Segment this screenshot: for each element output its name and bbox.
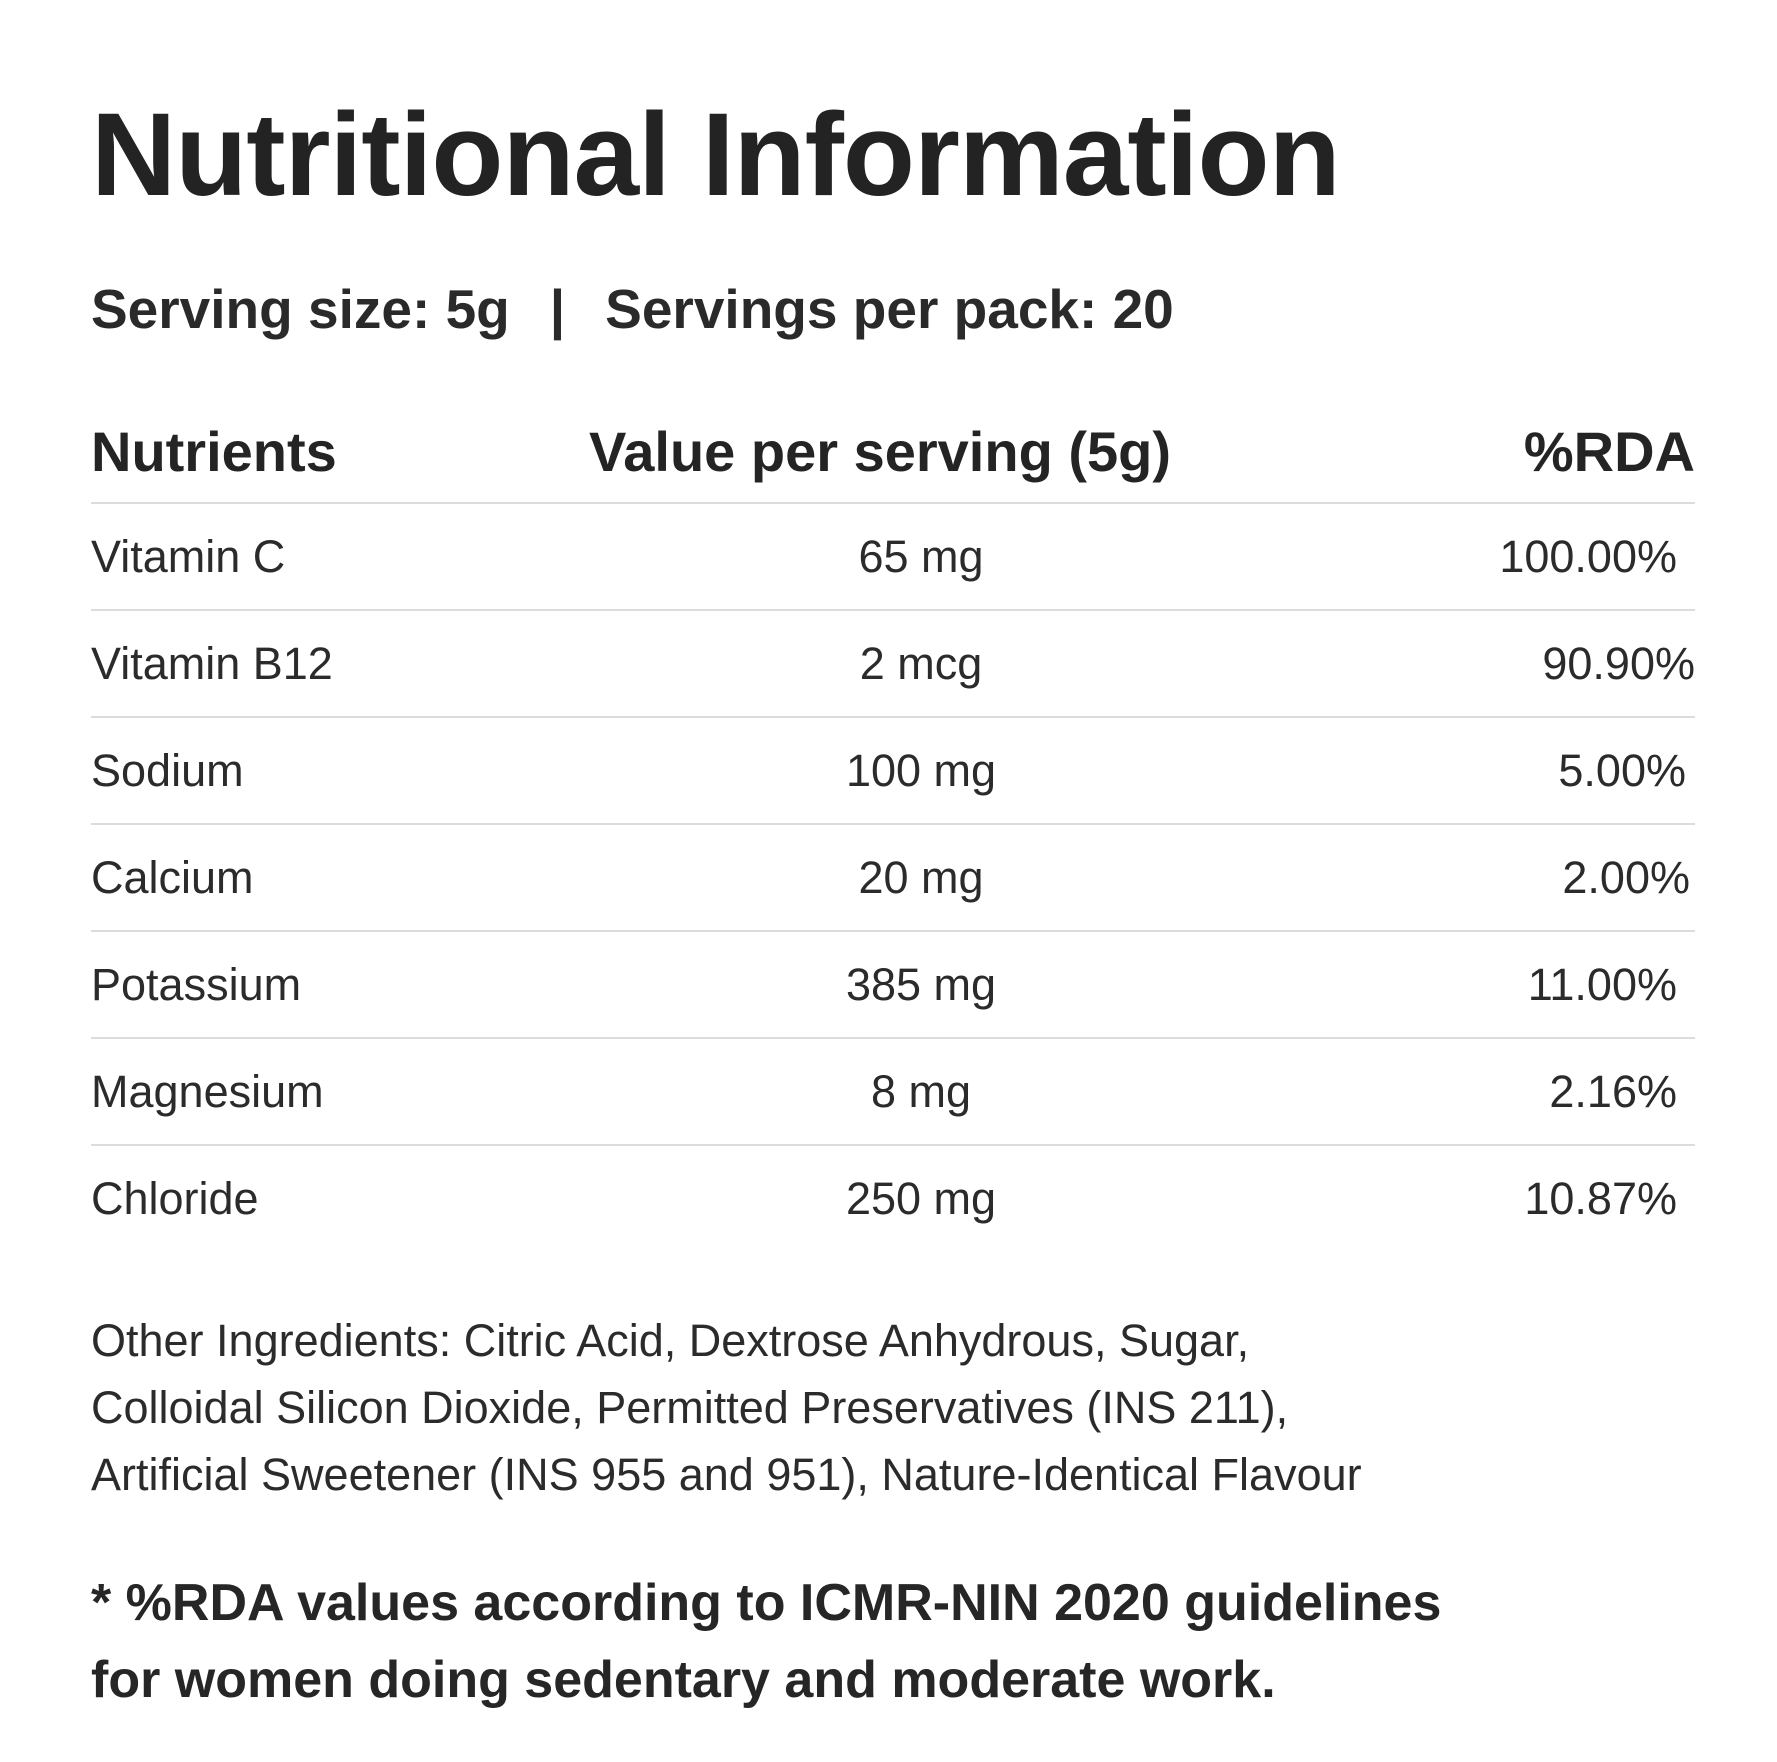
servings-per-pack: Servings per pack: 20	[605, 278, 1174, 340]
nutrient-value: 100 mg	[845, 745, 997, 796]
table-header: Nutrients Value per serving (5g) %RDA	[91, 410, 1695, 504]
nutrient-name: Potassium	[91, 959, 302, 1010]
table-row: Vitamin C 65 mg 100.00%	[91, 504, 1695, 611]
table-row: Calcium 20 mg 2.00%	[91, 825, 1695, 932]
nutrition-table: Nutrients Value per serving (5g) %RDA Vi…	[91, 410, 1695, 1253]
page-title: Nutritional Information	[91, 89, 1341, 221]
nutrient-value: 8 mg	[870, 1066, 972, 1117]
nutrient-rda: 100.00%	[1499, 531, 1677, 582]
nutrient-value: 250 mg	[845, 1173, 997, 1224]
table-row: Magnesium 8 mg 2.16%	[91, 1039, 1695, 1146]
nutrient-name: Magnesium	[91, 1066, 324, 1117]
serving-info: Serving size: 5g | Servings per pack: 20	[91, 282, 1174, 337]
other-ingredients: Other Ingredients: Citric Acid, Dextrose…	[91, 1307, 1651, 1508]
nutrient-rda: 10.87%	[1524, 1173, 1677, 1224]
table-row: Potassium 385 mg 11.00%	[91, 932, 1695, 1039]
header-nutrients: Nutrients	[91, 420, 337, 483]
nutrient-rda: 5.00%	[1558, 745, 1686, 796]
table-row: Chloride 250 mg 10.87%	[91, 1146, 1695, 1253]
nutrient-rda: 2.00%	[1562, 852, 1690, 903]
table-row: Sodium 100 mg 5.00%	[91, 718, 1695, 825]
table-row: Vitamin B12 2 mcg 90.90%	[91, 611, 1695, 718]
nutrient-rda: 2.16%	[1549, 1066, 1677, 1117]
nutrient-name: Calcium	[91, 852, 254, 903]
nutrient-name: Sodium	[91, 745, 244, 796]
nutrition-panel: Nutritional Information Serving size: 5g…	[91, 0, 1695, 1762]
serving-size: Serving size: 5g	[91, 278, 510, 340]
nutrient-value: 2 mcg	[859, 638, 983, 689]
footnote-line: * %RDA values according to ICMR-NIN 2020…	[91, 1574, 1442, 1632]
nutrient-rda: 90.90%	[1542, 638, 1695, 689]
rda-footnote: * %RDA values according to ICMR-NIN 2020…	[91, 1565, 1651, 1719]
header-value-per-serving: Value per serving (5g)	[589, 420, 1171, 483]
nutrient-value: 385 mg	[845, 959, 997, 1010]
ingredients-line: Other Ingredients: Citric Acid, Dextrose…	[91, 1315, 1250, 1366]
nutrient-value: 65 mg	[858, 531, 984, 582]
nutrient-name: Vitamin C	[91, 531, 286, 582]
serving-separator: |	[549, 278, 566, 340]
nutrient-rda: 11.00%	[1527, 959, 1677, 1010]
nutrient-name: Chloride	[91, 1173, 259, 1224]
header-rda: %RDA	[1523, 420, 1695, 483]
nutrient-value: 20 mg	[858, 852, 984, 903]
footnote-line: for women doing sedentary and moderate w…	[91, 1651, 1276, 1709]
nutrient-name: Vitamin B12	[91, 638, 333, 689]
ingredients-line: Artificial Sweetener (INS 955 and 951), …	[91, 1449, 1362, 1500]
ingredients-line: Colloidal Silicon Dioxide, Permitted Pre…	[91, 1382, 1289, 1433]
